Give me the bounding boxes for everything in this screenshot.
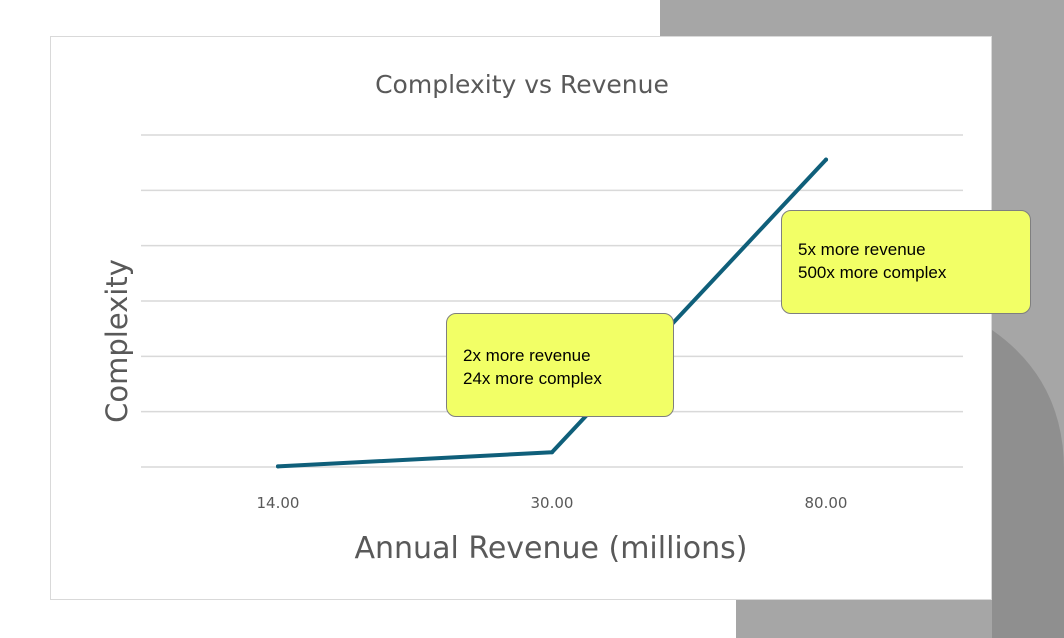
x-tick-label: 80.00 <box>805 494 848 512</box>
x-tick-label: 14.00 <box>257 494 300 512</box>
annotation-callout-2x: 2x more revenue 24x more complex <box>446 313 674 417</box>
chart-title: Complexity vs Revenue <box>375 70 669 99</box>
x-tick-label: 30.00 <box>531 494 574 512</box>
series-group <box>276 157 828 469</box>
data-point <box>824 157 828 162</box>
x-axis-title: Annual Revenue (millions) <box>355 531 748 566</box>
annotation-text-line-2: 500x more complex <box>798 263 947 282</box>
annotation-text-line-1: 2x more revenue <box>463 346 591 365</box>
annotation-text-line-2: 24x more complex <box>463 369 602 388</box>
data-point <box>276 464 280 469</box>
data-point <box>550 450 554 455</box>
annotation-callout-5x: 5x more revenue 500x more complex <box>781 210 1031 314</box>
y-axis-title: Complexity <box>100 259 134 423</box>
annotation-text-line-1: 5x more revenue <box>798 240 926 259</box>
x-axis-ticks: 14.00 30.00 80.00 <box>257 494 848 512</box>
chart-card: Complexity vs Revenue 14.00 30.00 80.00 Co… <box>50 36 1031 600</box>
